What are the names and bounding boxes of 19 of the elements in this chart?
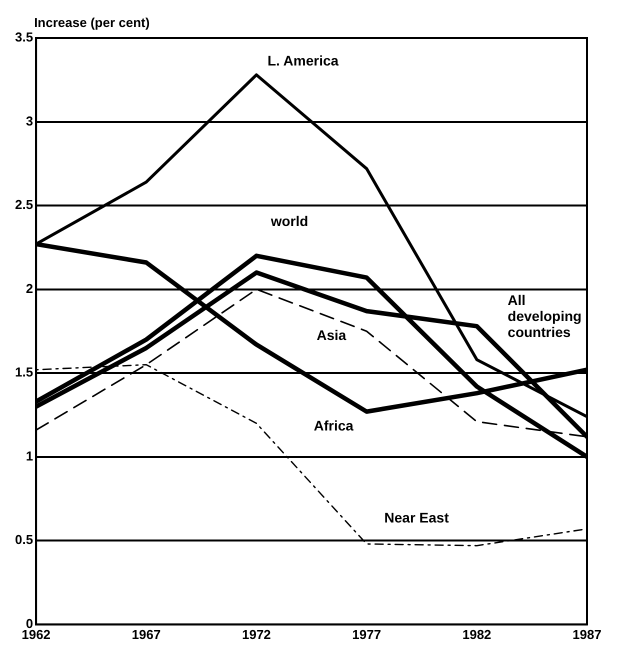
x-tick-label: 1967: [132, 626, 161, 642]
series-label: Asia: [316, 327, 346, 344]
x-tick-label: 1982: [462, 626, 492, 642]
y-tick-label: 3.5: [14, 30, 34, 45]
series-label: L. America: [267, 52, 339, 68]
y-tick-label: 3: [26, 113, 34, 128]
series-label: Africa: [314, 418, 354, 434]
y-tick-label: 2: [26, 280, 34, 296]
x-tick-label: 1987: [572, 626, 602, 642]
y-tick-label: 1: [26, 448, 34, 464]
y-tick-label: 1.5: [14, 364, 34, 380]
series-label: Near East: [384, 510, 450, 526]
y-tick-label: 2.5: [14, 197, 34, 212]
x-tick-label: 1972: [242, 626, 271, 642]
x-tick-label: 1977: [352, 626, 382, 642]
series-label: All developing countries: [508, 292, 582, 340]
y-tick-label: 0.5: [14, 532, 34, 548]
y-axis-title: Increase (per cent): [34, 15, 150, 30]
text: world: [270, 213, 308, 230]
